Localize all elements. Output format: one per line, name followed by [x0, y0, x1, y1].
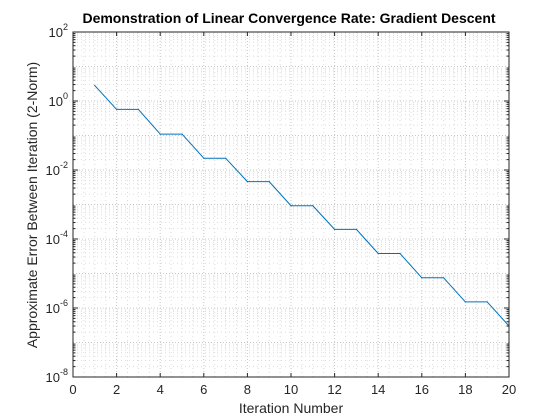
y-tick-label-base: 10 — [46, 232, 60, 247]
data-point — [137, 108, 139, 111]
x-tick-label: 14 — [371, 382, 385, 397]
data-point — [268, 181, 270, 183]
x-tick-labels: 0 2 4 6 8 10 12 14 16 18 20 — [69, 382, 516, 397]
series-layer — [94, 84, 510, 327]
data-point — [181, 133, 183, 135]
y-tick-label-exponent: -6 — [60, 298, 68, 308]
y-tick-label-exponent: -4 — [60, 229, 68, 239]
grid-lines — [72, 32, 510, 378]
data-point — [312, 205, 314, 207]
x-tick-label: 20 — [502, 382, 516, 397]
data-point — [94, 84, 96, 87]
y-tick-label: 10-2 — [46, 160, 68, 178]
y-tick-label: 10-4 — [46, 229, 68, 247]
data-point — [159, 133, 161, 135]
y-axis-label: Approximate Error Between Iteration (2-N… — [24, 62, 40, 348]
series-line — [94, 85, 510, 327]
x-tick-label: 2 — [113, 382, 120, 397]
x-tick-label: 18 — [458, 382, 472, 397]
y-tick-label-exponent: 0 — [63, 91, 68, 101]
x-tick-label: 12 — [327, 382, 341, 397]
data-point — [486, 301, 488, 303]
y-tick-label-exponent: -8 — [60, 367, 68, 377]
x-tick-label: 0 — [69, 382, 76, 397]
data-point — [246, 181, 248, 183]
data-point — [421, 277, 423, 279]
y-tick-label-base: 10 — [46, 301, 60, 316]
data-point — [443, 277, 445, 279]
y-tick-label-exponent: -2 — [60, 160, 68, 170]
data-point — [464, 301, 466, 303]
x-tick-label: 6 — [200, 382, 207, 397]
y-tick-label: 102 — [49, 22, 68, 40]
x-tick-label: 8 — [244, 382, 251, 397]
x-tick-label: 16 — [415, 382, 429, 397]
y-tick-label-base: 10 — [46, 163, 60, 178]
y-tick-label-base: 10 — [46, 370, 60, 385]
x-tick-label: 4 — [157, 382, 164, 397]
data-point — [399, 252, 401, 255]
y-tick-label: 10-6 — [46, 298, 68, 316]
chart-title: Demonstration of Linear Convergence Rate… — [82, 10, 495, 26]
x-tick-label: 10 — [284, 382, 298, 397]
x-axis-label: Iteration Number — [239, 400, 344, 416]
y-tick-label-base: 10 — [49, 94, 63, 109]
y-tick-label-exponent: 2 — [63, 22, 68, 32]
tick-marks — [72, 31, 510, 378]
data-point — [334, 228, 336, 230]
y-tick-label: 100 — [49, 91, 68, 109]
data-point — [290, 205, 292, 207]
data-point — [225, 157, 227, 159]
y-tick-label: 10-8 — [46, 367, 68, 385]
data-point — [355, 228, 357, 230]
data-point — [203, 157, 205, 159]
data-point — [377, 252, 379, 255]
data-point — [116, 108, 118, 111]
y-tick-label-base: 10 — [49, 25, 63, 40]
